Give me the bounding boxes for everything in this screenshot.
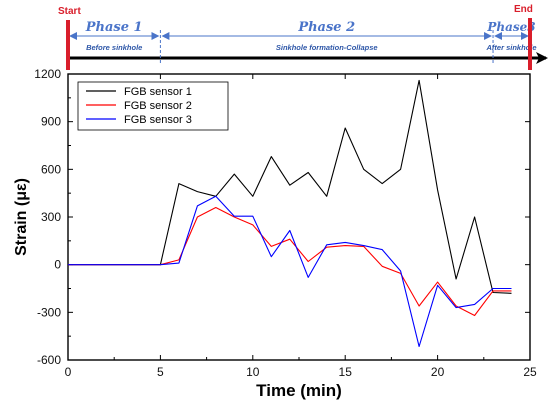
x-tick-label: 0 <box>65 365 72 379</box>
legend-label: FGB sensor 2 <box>124 100 192 112</box>
y-tick-label: 1200 <box>34 67 61 81</box>
x-tick-label: 10 <box>246 365 260 379</box>
series-lines <box>68 79 512 348</box>
x-tick-label: 5 <box>157 365 164 379</box>
start-label: Start <box>58 6 81 17</box>
legend-box <box>77 81 229 131</box>
legend-entries: FGB sensor 1 FGB sensor 2 FGB sensor 3 <box>86 86 192 126</box>
legend-label: FGB sensor 1 <box>124 86 192 98</box>
phase-timeline: Phase 1 Before sinkhole Phase 2 Sinkhole fo… <box>58 4 548 70</box>
phase-title: Phase 2 <box>297 20 355 35</box>
legend-label: FGB sensor 3 <box>124 114 192 126</box>
series-line-sensor-3 <box>68 195 512 348</box>
y-tick-label: 0 <box>54 258 61 272</box>
phase-spans: Phase 1 Before sinkhole Phase 2 Sinkhole fo… <box>69 20 537 64</box>
x-tick-label: 25 <box>523 365 537 379</box>
y-tick-label: -600 <box>37 353 61 367</box>
x-axis-title: Time (min) <box>256 381 342 400</box>
phase-subtitle: Before sinkhole <box>86 43 142 52</box>
y-tick-label: -300 <box>37 305 61 319</box>
phase-subtitle: Sinkhole formation-Collapse <box>276 43 378 52</box>
y-tick-label: 600 <box>41 162 61 176</box>
phase-subtitle: After sinkhole <box>486 43 537 52</box>
y-tick-label: 900 <box>41 115 61 129</box>
x-tick-label: 15 <box>339 365 353 379</box>
axis-ticks: 0 5 10 15 20 25 -600 -300 0 300 600 900 1200 <box>34 67 537 379</box>
legend: FGB sensor 1 FGB sensor 2 FGB sensor 3 <box>77 81 229 131</box>
phase-title: Phase 1 <box>85 20 143 35</box>
x-tick-label: 20 <box>431 365 445 379</box>
end-label: End <box>514 4 533 15</box>
y-axis-title: Strain (με) <box>13 178 30 256</box>
phase-title: Phase3 <box>486 20 535 34</box>
y-tick-label: 300 <box>41 210 61 224</box>
